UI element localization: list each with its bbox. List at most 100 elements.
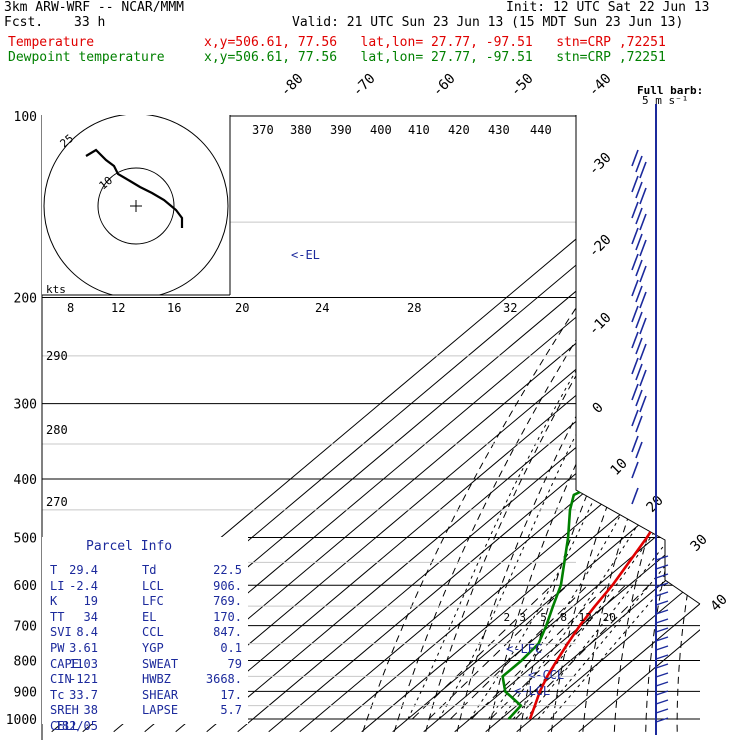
parcel-k1: T <box>50 563 58 577</box>
parcel-info-row: SVI 8.4 CCL 847. <box>50 625 246 640</box>
parcel-v1: -2.4 <box>69 578 98 593</box>
isotherm-label: 10 <box>608 456 631 479</box>
parcel-v1: 34 <box>83 609 98 624</box>
forecast-hour: 33 h <box>74 15 106 30</box>
parcel-k1: SREH <box>50 703 79 718</box>
speed-tick-label: 12 <box>111 301 125 315</box>
parcel-v2: 79 <box>227 656 242 671</box>
wind-barb <box>655 681 669 687</box>
lcl-annotation: <-LCL <box>514 684 550 698</box>
moist-adiabat <box>407 297 621 720</box>
hodograph-ring-25 <box>43 115 229 295</box>
parcel-k1: TT <box>50 609 65 624</box>
speed-tick-label: 24 <box>315 301 329 315</box>
parcel-v2: 22.5 <box>213 563 242 577</box>
parcel-k1: K <box>50 594 58 609</box>
isotherm-label: 30 <box>688 532 711 555</box>
lfc-annotation: <-LFC <box>506 642 542 656</box>
wind-barb <box>655 672 669 678</box>
wind-barb <box>631 409 639 427</box>
wind-barb <box>639 395 647 413</box>
mixing-ratio-label: 20 <box>603 611 616 624</box>
isotherm-line <box>423 115 700 733</box>
wind-barb <box>639 161 647 179</box>
parcel-k2: Td <box>142 563 157 577</box>
dry-adiabat <box>550 115 700 732</box>
parcel-k1: CELL <box>50 719 79 733</box>
parcel-v1: 33.7 <box>69 687 98 702</box>
mixing-ratio-label: 8 <box>560 611 567 624</box>
isotherm-label: -70 <box>350 71 379 100</box>
wind-barb <box>655 708 669 714</box>
parcel-v1: 38 <box>83 703 98 718</box>
isotherm-label: -60 <box>430 71 459 100</box>
wind-barb <box>631 279 639 297</box>
theta-label: 270 <box>46 495 68 509</box>
dewpoint-location: x,y=506.61, 77.56 lat,lon= 27.77, -97.51… <box>204 50 666 65</box>
parcel-v1: 182/05 <box>54 719 98 733</box>
parcel-v2: 5.7 <box>220 703 242 718</box>
wind-barb <box>655 582 669 588</box>
forecast-label: Fcst. <box>4 15 44 30</box>
isotherm-line <box>175 115 700 733</box>
moist-adiabat <box>525 297 700 720</box>
wind-barb <box>655 636 669 642</box>
isotherm-label: -10 <box>586 310 615 339</box>
wind-barb <box>631 201 639 219</box>
speed-tick-label: 8 <box>67 301 74 315</box>
theta-label: 370 <box>252 123 274 137</box>
wind-barb <box>631 487 639 505</box>
speed-tick-label: 28 <box>407 301 421 315</box>
wind-barb <box>631 175 639 193</box>
wind-barb <box>655 618 669 624</box>
theta-label: 380 <box>290 123 312 137</box>
isotherm-line <box>485 115 700 733</box>
dry-adiabat <box>613 115 700 732</box>
wind-barb <box>635 337 643 355</box>
parcel-k2: LCL <box>142 578 164 593</box>
temperature-profile <box>528 115 700 720</box>
speed-tick-label: 32 <box>503 301 517 315</box>
isotherm-label: -80 <box>278 71 307 100</box>
parcel-k2: CCL <box>142 625 164 640</box>
pressure-label: 900 <box>14 685 37 700</box>
isotherm-label: 0 <box>590 400 607 417</box>
wind-barb <box>639 343 647 361</box>
wind-barb <box>655 717 669 723</box>
wind-barb <box>631 383 639 401</box>
isotherm-label: 40 <box>708 592 731 615</box>
isotherm-line <box>392 115 700 733</box>
parcel-v1: 3.61 <box>69 641 98 655</box>
hodograph <box>43 115 229 295</box>
isotherm-line <box>547 115 700 733</box>
parcel-info-row: TT 34 EL 170. <box>50 610 246 625</box>
parcel-info-panel: Parcel Info T 29.4 Td 22.5 LI -2.4 LCL 906. K 19 L… <box>42 537 248 733</box>
parcel-k1: CIN <box>50 672 72 687</box>
wind-barb <box>639 213 647 231</box>
hodograph-units: kts <box>46 283 66 296</box>
mixing-ratio-label: 12 <box>579 611 592 624</box>
parcel-info-row: K 19 LFC 769. <box>50 594 246 609</box>
wind-barb <box>655 573 669 579</box>
speed-tick-label: 16 <box>167 301 181 315</box>
wind-barb <box>635 181 643 199</box>
theta-label: 420 <box>448 123 470 137</box>
mixing-ratio-line <box>428 584 568 720</box>
barb-units: 5 m s⁻¹ <box>642 94 688 107</box>
dewpoint-legend: Dewpoint temperature <box>8 50 165 65</box>
pressure-label: 300 <box>14 398 37 413</box>
dewpoint-profile <box>501 115 700 720</box>
isotherm-line <box>516 115 700 733</box>
theta-label: 290 <box>46 349 68 363</box>
parcel-v1: 29.4 <box>69 563 98 577</box>
parcel-k1: LI <box>50 578 65 593</box>
parcel-info-row: SREH 38 LAPSE 5.7 <box>50 703 246 718</box>
parcel-v1: 1103 <box>69 656 98 671</box>
theta-label: 430 <box>488 123 510 137</box>
pressure-label: 200 <box>14 291 37 306</box>
wind-barb <box>639 369 647 387</box>
parcel-info-row: Tc 33.7 SHEAR 17. <box>50 688 246 703</box>
wind-barb <box>655 600 669 606</box>
parcel-v2: 170. <box>213 609 242 624</box>
parcel-info-row: CAPE 1103 SWEAT 79 <box>50 657 246 672</box>
